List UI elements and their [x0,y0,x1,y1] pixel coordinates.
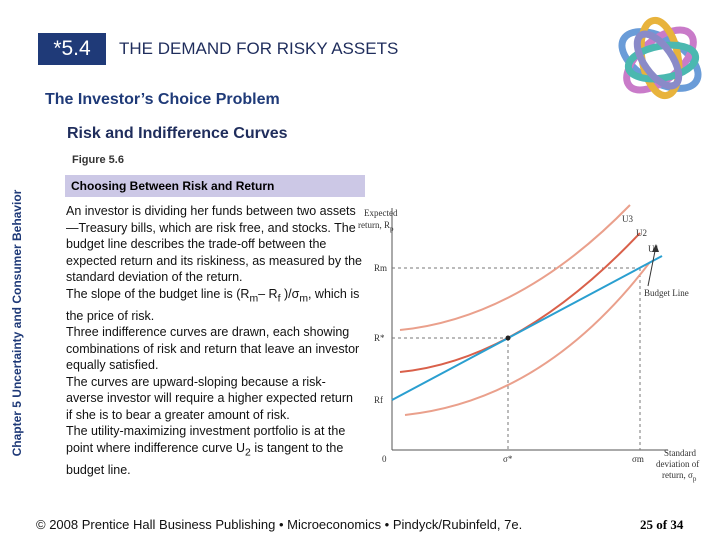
paragraph: An investor is dividing her funds betwee… [66,203,362,286]
text: p [390,225,394,233]
tangent-point [505,335,511,341]
paragraph: The slope of the budget line is (Rm– Rf … [66,286,362,325]
text: is tangent to the budget line. [66,440,344,477]
paragraph: Three indifference curves are drawn, eac… [66,324,362,374]
text: return, σ [662,470,693,480]
paragraph: The curves are upward-sloping because a … [66,374,362,424]
subheading: Risk and Indifference Curves [67,125,288,142]
footer-credit: © 2008 Prentice Hall Business Publishing… [36,517,523,532]
subtitle: The Investor’s Choice Problem [45,91,280,108]
text: The curves are upward-sloping because a … [66,374,353,422]
curve-u2 [399,232,641,373]
text: 2 [245,447,251,458]
text: return, R [358,220,390,230]
text: p [693,475,697,483]
logo [618,16,702,100]
axis-label: Standard [664,448,696,458]
text: m [299,293,308,304]
text: The slope of the budget line is (R [66,286,250,301]
page-number: 25 of 34 [640,517,684,532]
x-mark: 0 [382,454,387,464]
arrow-head [652,244,659,252]
axis-label: deviation of [656,459,699,469]
curve-u1 [404,261,651,416]
text: f [277,293,281,304]
text: )/σ [280,286,300,301]
text: The utility-maximizing investment portfo… [66,424,346,455]
body-text: An investor is dividing her funds betwee… [66,203,362,478]
paragraph: The utility-maximizing investment portfo… [66,423,362,478]
guides [392,267,641,450]
caption-bar: Choosing Between Risk and Return [65,175,365,197]
text: – R [258,286,278,301]
axis-label: Expected [364,208,398,218]
arrow [647,245,657,287]
axes [391,208,668,451]
y-mark: R* [374,333,385,343]
section-box: *5.4 [38,33,106,65]
x-mark: σ* [503,454,513,464]
axis-label: return, Rp [358,220,394,233]
figure-label: Figure 5.6 [72,154,124,166]
budget-line [391,255,663,401]
text: An investor is dividing her funds betwee… [66,204,362,284]
axis-label: return, σp [662,470,697,483]
budget-label: Budget Line [644,288,689,298]
title: THE DEMAND FOR RISKY ASSETS [119,39,399,58]
text: m [249,293,259,304]
text: , which is the price of risk. [66,286,360,323]
curve-label: U2 [636,228,647,238]
y-mark: Rm [374,263,387,273]
text: Three indifference curves are drawn, eac… [66,325,360,372]
curve-label: U3 [622,214,633,224]
y-mark: Rf [374,395,383,405]
x-mark: σm [632,454,644,464]
curve-u3 [399,204,631,331]
curve-label: U1 [648,244,659,254]
